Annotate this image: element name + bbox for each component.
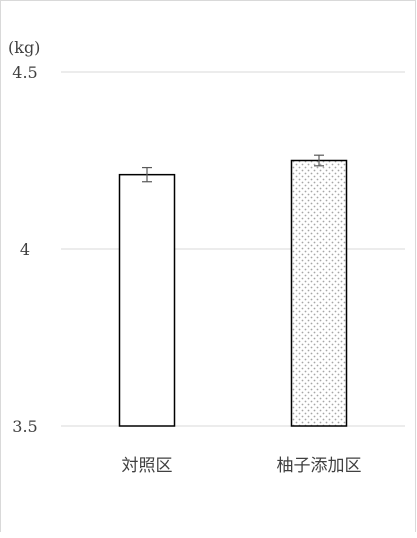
y-tick-label: 4	[20, 240, 30, 259]
bars	[118, 159, 348, 427]
y-tick-label: 3.5	[12, 417, 37, 436]
bar	[118, 173, 176, 427]
x-tick-label: 対照区	[122, 456, 173, 476]
x-tick-label: 柚子添加区	[277, 456, 362, 476]
y-tick-label: 4.5	[12, 63, 37, 82]
y-unit-label: (kg)	[8, 38, 40, 57]
bar	[290, 159, 348, 427]
error-bars	[142, 154, 324, 183]
gridlines	[61, 71, 405, 427]
x-axis-ticks: 対照区 柚子添加区	[122, 456, 362, 476]
y-axis-ticks: 3.5 4 4.5	[12, 63, 37, 436]
